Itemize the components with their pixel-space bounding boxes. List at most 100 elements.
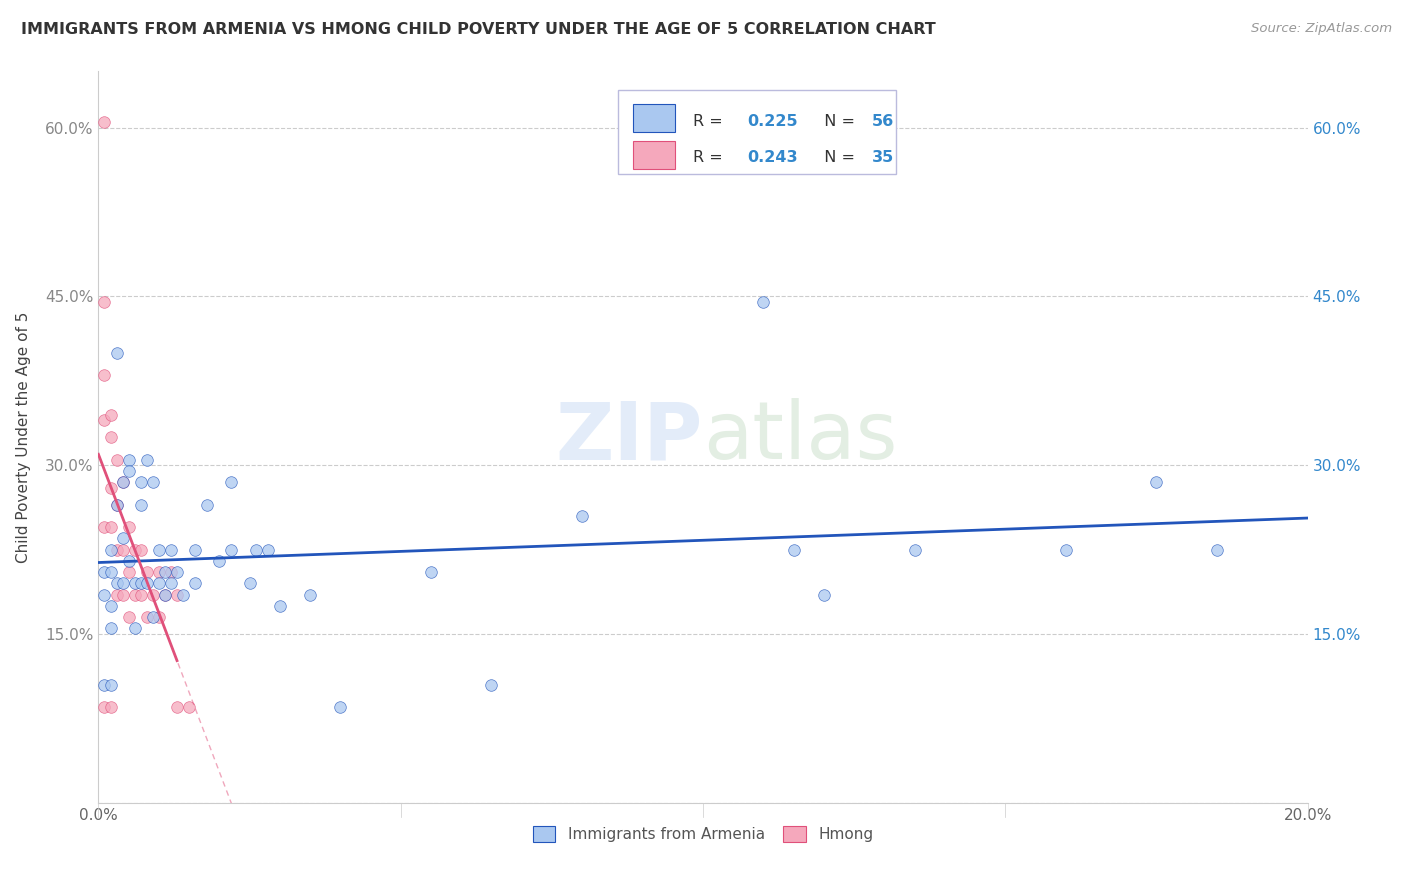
Point xyxy=(221,542,243,557)
Point xyxy=(166,700,188,714)
Point xyxy=(142,475,165,489)
Point xyxy=(135,576,157,591)
Point xyxy=(105,452,128,467)
Text: Source: ZipAtlas.com: Source: ZipAtlas.com xyxy=(1251,22,1392,36)
Text: 56: 56 xyxy=(872,113,894,128)
Point xyxy=(752,295,775,310)
Point xyxy=(93,115,115,129)
Point xyxy=(111,576,134,591)
Point xyxy=(100,408,122,422)
Point xyxy=(256,542,278,557)
Point xyxy=(124,576,146,591)
Point xyxy=(904,542,927,557)
Point xyxy=(571,508,593,523)
Text: 0.225: 0.225 xyxy=(748,113,799,128)
Point xyxy=(118,452,141,467)
Point xyxy=(93,368,115,383)
Text: IMMIGRANTS FROM ARMENIA VS HMONG CHILD POVERTY UNDER THE AGE OF 5 CORRELATION CH: IMMIGRANTS FROM ARMENIA VS HMONG CHILD P… xyxy=(21,22,936,37)
Bar xyxy=(633,141,675,169)
Point xyxy=(329,700,352,714)
Point xyxy=(148,565,170,579)
Point xyxy=(1054,542,1077,557)
Point xyxy=(111,475,134,489)
Point xyxy=(239,576,262,591)
Point xyxy=(142,588,165,602)
Point xyxy=(166,588,188,602)
Point xyxy=(93,700,115,714)
Point xyxy=(269,599,291,613)
Point xyxy=(148,576,170,591)
Point xyxy=(184,576,207,591)
Text: N =: N = xyxy=(814,113,860,128)
Point xyxy=(118,565,141,579)
Point xyxy=(111,532,134,546)
Point xyxy=(160,576,183,591)
Point xyxy=(142,610,165,624)
Point xyxy=(153,565,176,579)
Point xyxy=(93,295,115,310)
Point xyxy=(124,588,146,602)
Point xyxy=(208,554,231,568)
Point xyxy=(148,610,170,624)
Point xyxy=(93,678,115,692)
Point xyxy=(245,542,267,557)
Text: R =: R = xyxy=(693,113,728,128)
Point xyxy=(118,520,141,534)
Point xyxy=(1206,542,1229,557)
Y-axis label: Child Poverty Under the Age of 5: Child Poverty Under the Age of 5 xyxy=(17,311,31,563)
Point xyxy=(129,475,152,489)
Text: R =: R = xyxy=(693,150,728,165)
Point xyxy=(100,621,122,635)
Point xyxy=(93,588,115,602)
Point xyxy=(160,542,183,557)
Point xyxy=(100,599,122,613)
Point xyxy=(105,498,128,512)
Point xyxy=(100,565,122,579)
Point xyxy=(105,542,128,557)
Point xyxy=(153,588,176,602)
Point xyxy=(118,610,141,624)
Point xyxy=(105,576,128,591)
Text: ZIP: ZIP xyxy=(555,398,703,476)
Point xyxy=(179,700,201,714)
Point xyxy=(111,475,134,489)
Point xyxy=(118,464,141,478)
Point xyxy=(124,621,146,635)
Point xyxy=(105,498,128,512)
Point xyxy=(129,576,152,591)
Point xyxy=(160,565,183,579)
Point xyxy=(221,475,243,489)
Point xyxy=(93,413,115,427)
Point xyxy=(93,520,115,534)
Point xyxy=(111,542,134,557)
Point xyxy=(135,452,157,467)
Text: atlas: atlas xyxy=(703,398,897,476)
Point xyxy=(129,542,152,557)
Point xyxy=(100,700,122,714)
Point xyxy=(105,588,128,602)
Point xyxy=(184,542,207,557)
Point xyxy=(172,588,194,602)
Point xyxy=(299,588,322,602)
Point xyxy=(111,588,134,602)
Text: 0.243: 0.243 xyxy=(748,150,799,165)
Point xyxy=(420,565,443,579)
Point xyxy=(481,678,503,692)
Point xyxy=(195,498,218,512)
Point xyxy=(100,481,122,495)
Point xyxy=(148,542,170,557)
Point xyxy=(100,678,122,692)
Legend: Immigrants from Armenia, Hmong: Immigrants from Armenia, Hmong xyxy=(524,819,882,850)
Point xyxy=(129,498,152,512)
Point xyxy=(118,554,141,568)
Text: 35: 35 xyxy=(872,150,894,165)
Point xyxy=(166,565,188,579)
Point xyxy=(783,542,806,557)
Bar xyxy=(633,104,675,132)
Point xyxy=(813,588,835,602)
Point xyxy=(93,565,115,579)
Point xyxy=(100,430,122,444)
Point xyxy=(105,345,128,359)
Text: N =: N = xyxy=(814,150,860,165)
Point xyxy=(1144,475,1167,489)
